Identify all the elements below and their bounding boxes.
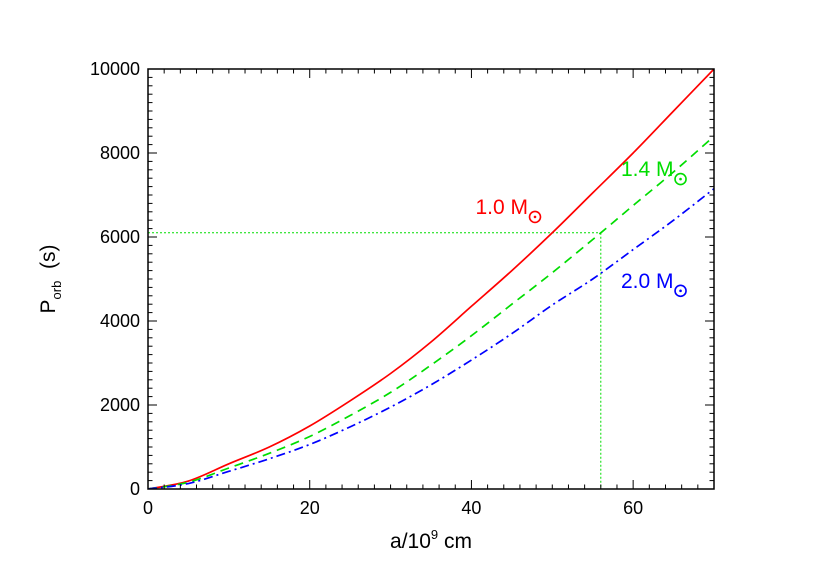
series-line-2 (148, 135, 714, 489)
reference-lines (148, 232, 602, 489)
y-tick-label: 0 (130, 479, 140, 499)
y-tick-label: 4000 (100, 311, 140, 331)
x-tick-label: 60 (623, 498, 643, 518)
series-label-2: 1.4 M (621, 158, 674, 181)
y-tick-label: 10000 (90, 59, 140, 79)
y-axis-label: Porb (s) (37, 245, 64, 314)
y-tick-label: 8000 (100, 143, 140, 163)
series-label-1: 1.0 M (475, 196, 528, 219)
ticks-layer (147, 68, 715, 490)
sun-symbol-dot (533, 215, 537, 219)
series-line-3 (148, 188, 714, 489)
series-line-1 (148, 69, 714, 489)
series-layer (148, 69, 714, 489)
sun-symbol-icon (674, 284, 687, 298)
y-tick-label: 6000 (100, 227, 140, 247)
y-tick-label: 2000 (100, 395, 140, 415)
tick-labels: 0 20 40 60 0 2000 4000 6000 8000 10000 (90, 59, 643, 518)
x-tick-label: 20 (300, 498, 320, 518)
x-axis-label: a/109 cm (390, 527, 472, 553)
sun-symbol-dot (679, 177, 682, 181)
sun-symbol-icon (528, 210, 542, 224)
x-tick-label: 0 (143, 498, 153, 518)
sun-symbol-icon (674, 172, 687, 186)
series-labels: 1.0 M 1.4 M 2.0 M (475, 158, 687, 298)
series-label-3: 2.0 M (621, 270, 674, 293)
sun-symbol-dot (679, 289, 682, 293)
x-tick-label: 40 (461, 498, 481, 518)
